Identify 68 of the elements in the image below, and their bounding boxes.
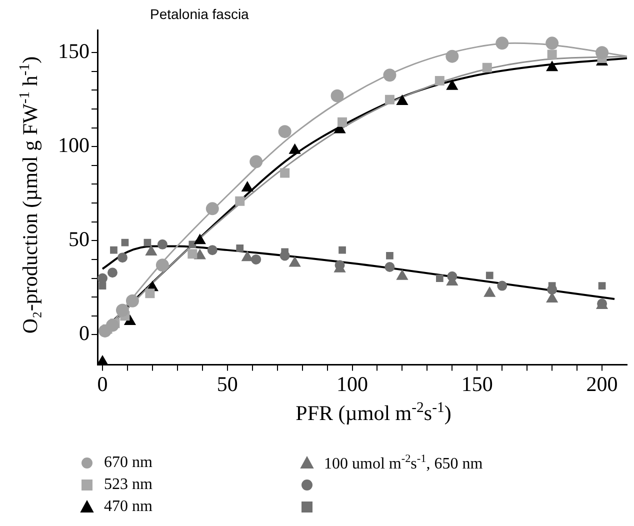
y-tick-label: 0 — [79, 321, 90, 346]
point — [384, 262, 395, 272]
point — [338, 117, 348, 127]
point — [110, 246, 118, 254]
point — [236, 244, 244, 252]
y-tick-label: 150 — [58, 39, 90, 64]
chart-title: Petalonia fascia — [150, 6, 249, 22]
x-axis-title: PFR (µmol m$^{-2}$s$^{-1}$) — [294, 400, 452, 426]
point — [126, 294, 139, 308]
point — [383, 68, 396, 82]
legend-label: 523 nm — [104, 476, 152, 494]
point — [547, 284, 558, 295]
point — [434, 76, 444, 86]
point — [278, 125, 292, 138]
point — [396, 94, 408, 105]
point — [98, 355, 108, 365]
point — [117, 252, 128, 263]
point — [484, 286, 496, 297]
point — [482, 62, 492, 72]
point — [121, 238, 129, 246]
x-tick-label: 0 — [97, 372, 108, 396]
point — [188, 249, 198, 259]
y-tick-label: 50 — [68, 227, 90, 252]
point — [330, 89, 344, 102]
point — [496, 36, 509, 50]
x-tick-label: 200 — [586, 372, 618, 396]
point — [598, 282, 606, 290]
point — [338, 246, 346, 254]
point — [207, 245, 218, 256]
point — [546, 36, 559, 50]
x-tick-label: 150 — [461, 372, 493, 396]
legend-label: 470 nm — [104, 498, 152, 516]
point — [546, 61, 558, 72]
point — [289, 256, 301, 267]
legend-label: 670 nm — [104, 454, 152, 472]
point — [386, 252, 394, 260]
point — [206, 202, 219, 216]
legend-label: 100 umol m$^{-2}$s$^{-1}$, 650 nm — [324, 452, 483, 474]
point — [289, 144, 301, 154]
point — [436, 274, 444, 282]
point — [98, 273, 108, 284]
point — [384, 94, 394, 104]
point — [547, 50, 557, 60]
x-tick-label: 50 — [216, 372, 238, 396]
point — [486, 272, 494, 280]
point — [156, 258, 169, 272]
point — [235, 196, 245, 206]
point — [107, 268, 118, 278]
point — [446, 50, 459, 63]
point — [106, 318, 119, 332]
point — [194, 234, 206, 244]
point — [157, 239, 168, 250]
point — [396, 270, 408, 280]
point — [242, 181, 254, 192]
point — [251, 254, 262, 264]
y-tick-label: 100 — [58, 133, 90, 158]
point — [145, 288, 155, 298]
point — [116, 304, 129, 317]
point — [250, 155, 263, 168]
x-tick-label: 100 — [336, 372, 368, 396]
point — [188, 240, 196, 248]
point — [280, 168, 290, 178]
point — [144, 238, 152, 246]
point — [146, 245, 157, 256]
point — [497, 280, 508, 291]
point — [280, 250, 290, 261]
point — [596, 46, 609, 60]
point — [446, 80, 458, 90]
